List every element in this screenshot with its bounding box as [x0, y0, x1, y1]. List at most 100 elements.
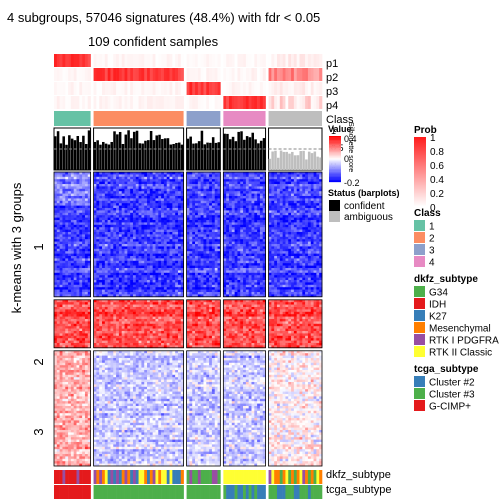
- heat-cell: [285, 176, 289, 180]
- heat-cell: [96, 236, 100, 240]
- heat-cell: [262, 200, 266, 204]
- heat-cell: [99, 270, 103, 274]
- heat-cell: [217, 193, 221, 197]
- heat-cell: [195, 188, 199, 192]
- heat-cell: [257, 222, 261, 226]
- heat-cell: [285, 244, 289, 247]
- heat-cell: [180, 260, 184, 264]
- heat-cell: [127, 258, 131, 262]
- heat-cell: [274, 217, 278, 221]
- heat-cell: [245, 193, 249, 197]
- silhouette-bar: [124, 134, 128, 170]
- heat-cell: [172, 246, 176, 250]
- heat-cell: [257, 268, 261, 271]
- heat-cell: [228, 212, 233, 216]
- heat-cell: [130, 260, 134, 264]
- heat-cell: [149, 198, 153, 202]
- heat-cell: [79, 220, 83, 223]
- heat-cell: [240, 253, 244, 257]
- heat-cell: [245, 265, 249, 269]
- heat-cell: [251, 205, 255, 209]
- heat-cell: [195, 275, 199, 278]
- heat-cell: [200, 176, 204, 180]
- heat-cell: [152, 198, 156, 202]
- heat-cell: [107, 210, 111, 214]
- heat-cell: [305, 176, 309, 180]
- heat-cell: [206, 222, 210, 226]
- heat-cell: [161, 236, 165, 240]
- heat-cell: [116, 227, 120, 230]
- heat-cell: [209, 251, 213, 254]
- heat-cell: [276, 253, 281, 257]
- heat-cell: [206, 215, 210, 218]
- heat-cell: [291, 232, 295, 235]
- heat-cell: [251, 220, 255, 223]
- heat-cell: [169, 179, 173, 182]
- heat-cell: [158, 268, 162, 271]
- heat-cell: [121, 203, 125, 206]
- heat-cell: [237, 229, 241, 233]
- heat-cell: [319, 258, 323, 262]
- heat-cell: [316, 215, 320, 218]
- heat-cell: [177, 205, 182, 209]
- heat-cell: [223, 174, 227, 178]
- heat-cell: [82, 251, 86, 254]
- heat-cell: [70, 176, 74, 180]
- heat-cell: [166, 217, 170, 221]
- heat-cell: [59, 284, 63, 288]
- heat-cell: [307, 198, 312, 202]
- heat-cell: [175, 193, 179, 197]
- heat-cell: [62, 236, 66, 240]
- heat-cell: [296, 287, 300, 290]
- heat-cell: [99, 181, 103, 185]
- heat-cell: [296, 275, 300, 278]
- heat-cell: [116, 224, 120, 228]
- heat-cell: [313, 268, 317, 271]
- silhouette-bar: [228, 139, 232, 170]
- heat-cell: [54, 236, 58, 240]
- heat-cell: [116, 244, 120, 247]
- heat-cell: [313, 191, 317, 194]
- heat-cell: [73, 287, 77, 290]
- heat-cell: [203, 253, 207, 257]
- prob-cell: [138, 82, 142, 95]
- heat-cell: [226, 210, 230, 214]
- heat-cell: [226, 268, 230, 271]
- heat-cell: [152, 224, 156, 228]
- heat-cell: [291, 184, 295, 187]
- heat-cell: [316, 246, 320, 250]
- heat-cell: [206, 256, 210, 259]
- heat-cell: [291, 248, 295, 252]
- heat-cell: [56, 229, 60, 233]
- heat-cell: [121, 275, 125, 278]
- heat-cell: [152, 258, 156, 262]
- heat-cell: [271, 215, 275, 218]
- heat-cell: [56, 272, 60, 276]
- heat-cell: [268, 256, 272, 259]
- heat-cell: [197, 210, 201, 214]
- heat-cell: [56, 205, 60, 209]
- heat-cell: [217, 217, 221, 221]
- heat-cell: [152, 287, 156, 290]
- heat-cell: [262, 272, 266, 276]
- heat-cell: [310, 172, 314, 175]
- heat-cell: [310, 251, 314, 254]
- heat-cell: [203, 239, 207, 242]
- heat-cell: [293, 246, 297, 250]
- heat-cell: [203, 212, 207, 216]
- heat-cell: [104, 268, 108, 271]
- heat-cell: [76, 232, 80, 235]
- heat-cell: [163, 227, 168, 230]
- heat-cell: [189, 181, 193, 185]
- heat-cell: [138, 229, 142, 233]
- heat-cell: [177, 241, 182, 245]
- heat-cell: [231, 272, 235, 276]
- heat-cell: [177, 268, 182, 271]
- heat-cell: [237, 256, 241, 259]
- heat-cell: [259, 188, 264, 192]
- heat-cell: [116, 212, 120, 216]
- prob-cell: [107, 68, 111, 81]
- heat-cell: [231, 224, 235, 228]
- heat-cell: [87, 172, 91, 175]
- heat-cell: [276, 280, 281, 283]
